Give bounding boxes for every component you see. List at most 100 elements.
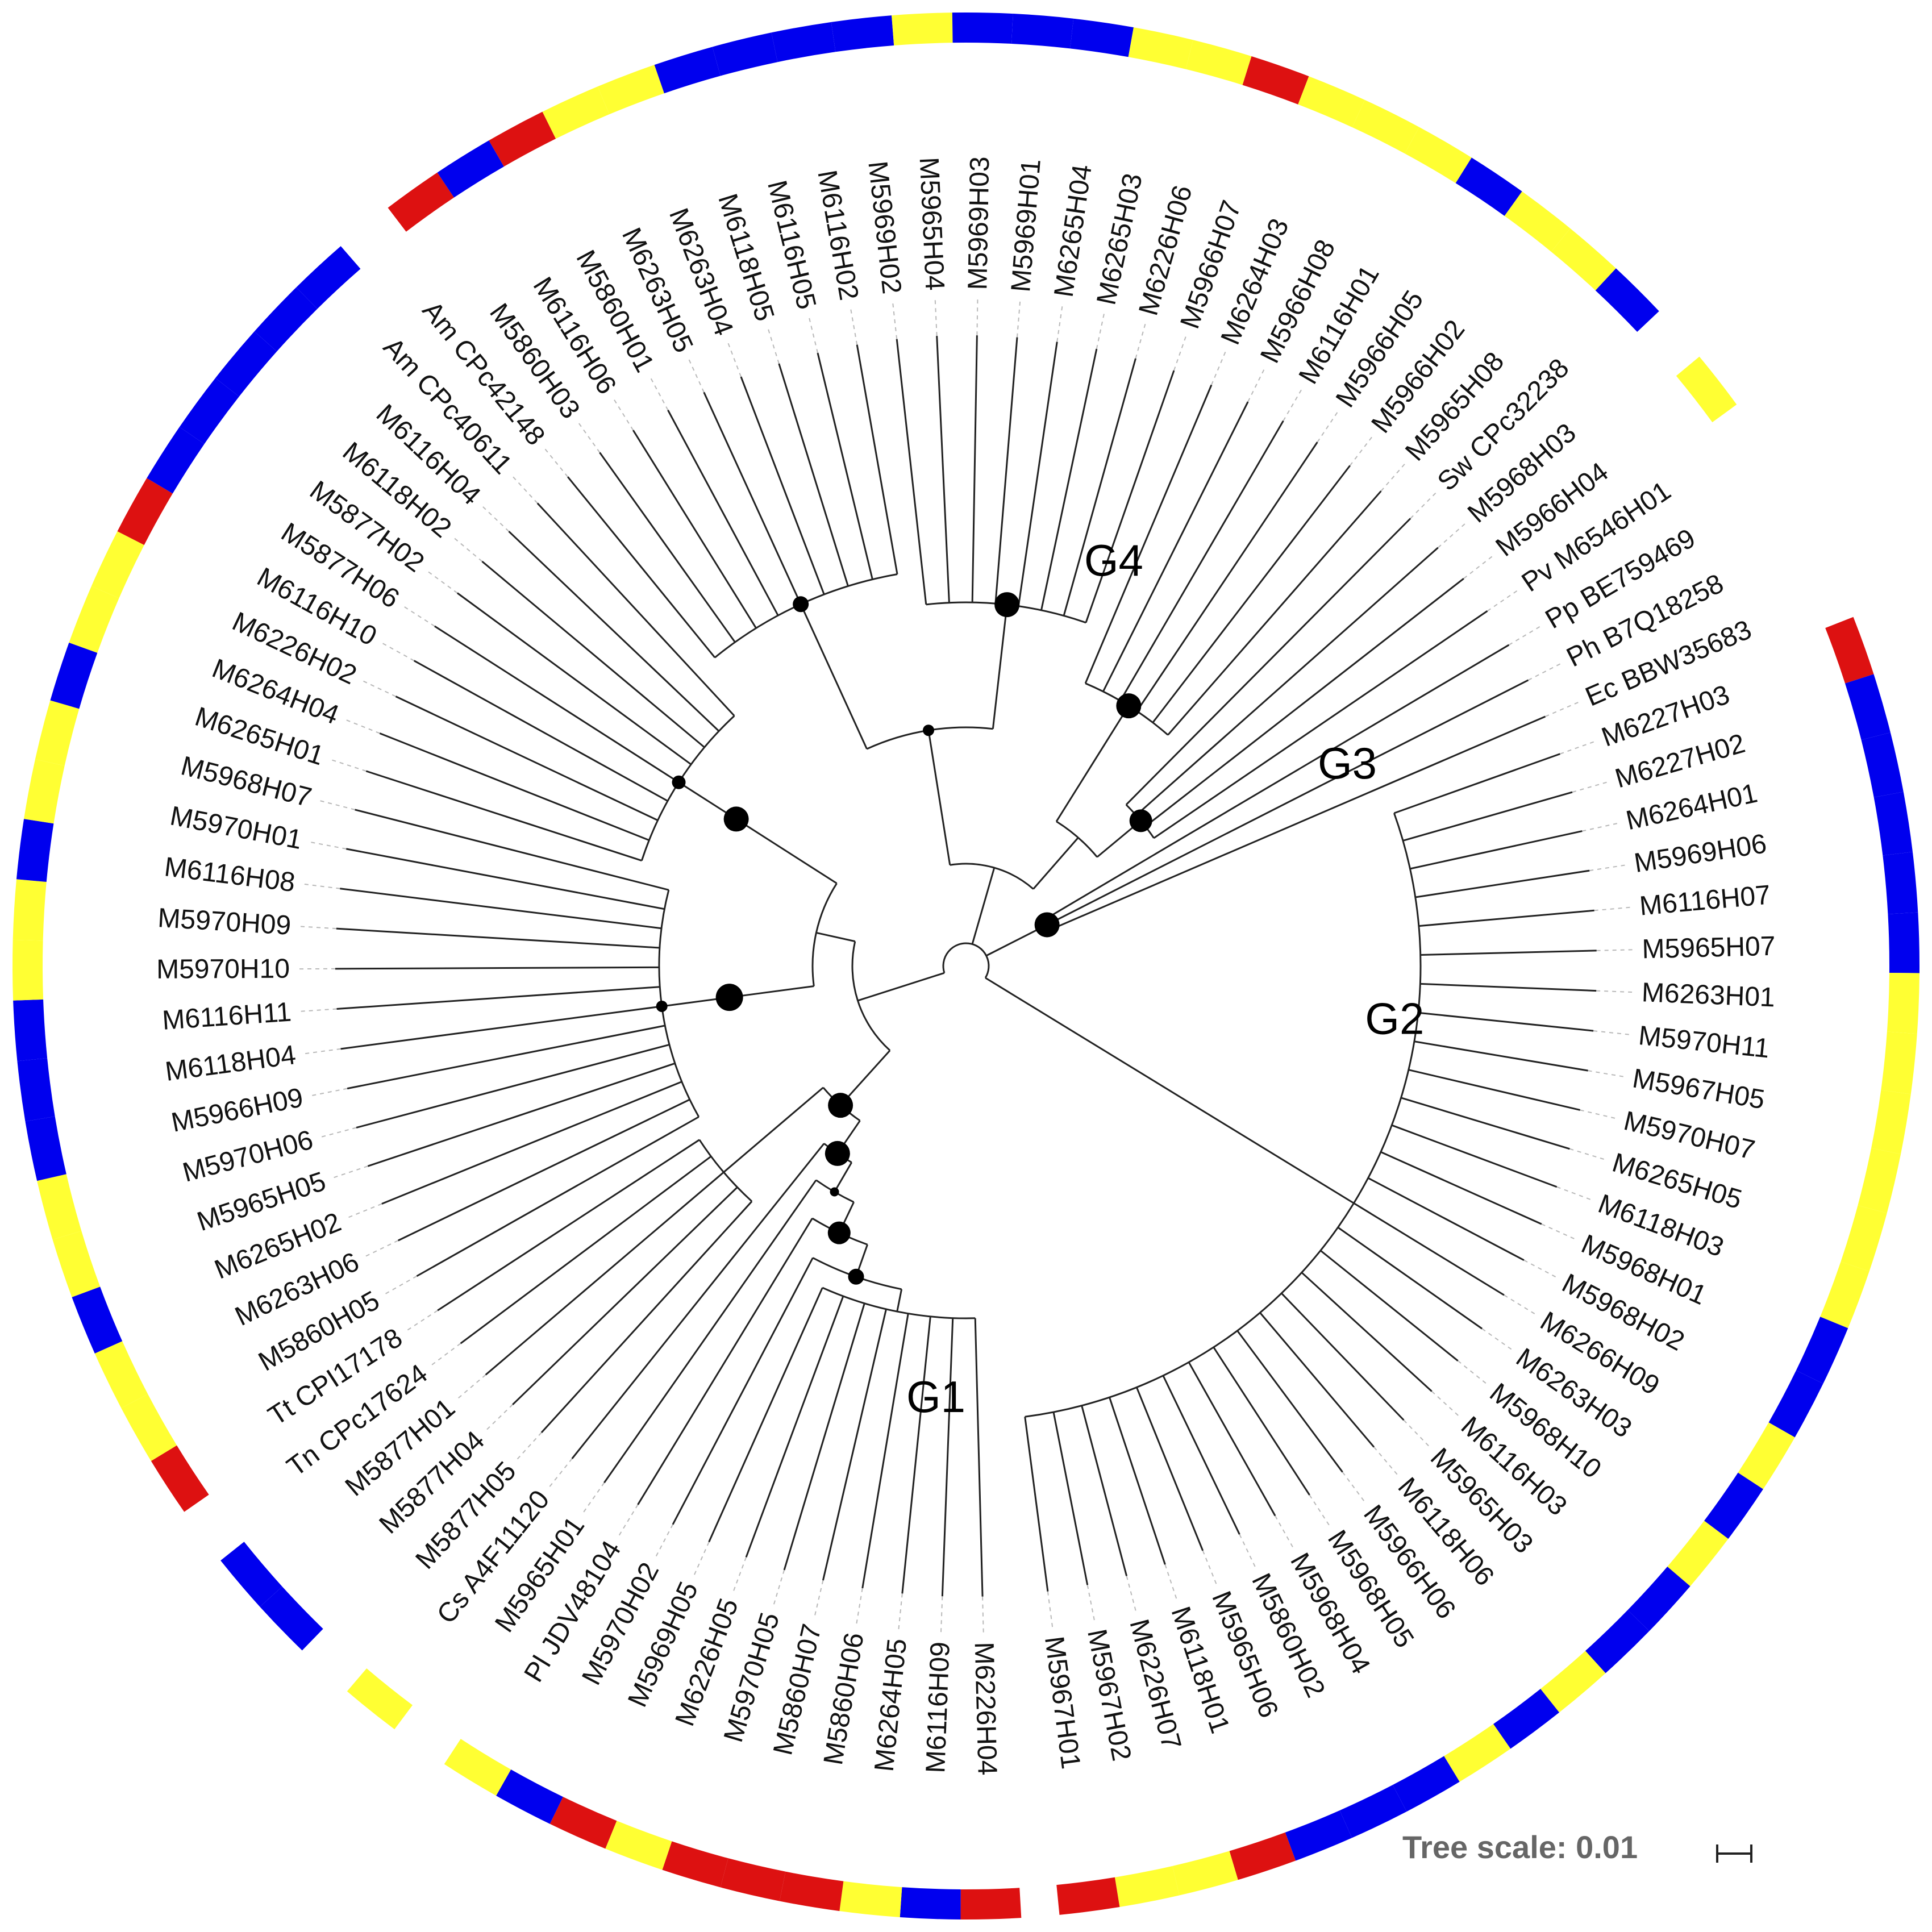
tree-branch (985, 977, 1355, 1204)
leaf-guide-line (457, 1374, 486, 1400)
color-strip-ring (13, 12, 1920, 1919)
leaf-label: M5969H02 (862, 160, 906, 295)
leaf-guide-line (649, 377, 669, 411)
leaf-guide-line (1594, 906, 1631, 911)
leaf-label: M5970H09 (157, 903, 292, 941)
ring-segment (1405, 127, 1472, 184)
ring-segment (952, 12, 1013, 44)
leaf-guide-line (1373, 1446, 1398, 1476)
tree-branch (1081, 1405, 1128, 1576)
bootstrap-node (828, 1093, 853, 1118)
leaf-label: M5969H03 (963, 156, 995, 290)
leaf-guide-line (1309, 1494, 1330, 1526)
ring-segment (1504, 191, 1571, 252)
leaf-guide-line (1239, 1534, 1256, 1568)
ring-segment (37, 1174, 82, 1240)
leaf-guide-line (1380, 463, 1406, 492)
tree-branch (1188, 1361, 1276, 1517)
tree-branch (1162, 1375, 1240, 1535)
ring-segment (1844, 674, 1891, 740)
ring-segment (900, 1887, 961, 1919)
tree-branch (1049, 715, 1546, 931)
tree-branch (936, 336, 950, 603)
tree-branch (927, 730, 951, 865)
leaf-guide-line (430, 1343, 461, 1366)
ring-segment (771, 22, 836, 63)
leaf-guide-line (767, 328, 780, 364)
leaf-guide-line (940, 1596, 943, 1634)
ring-segment (1172, 1851, 1238, 1896)
tree-branches (335, 335, 1597, 1597)
tree-branch (1046, 679, 1529, 926)
leaf-guide-line (1056, 305, 1063, 342)
clade-label: G1 (906, 1372, 965, 1422)
clade-labels: G1 G2 G3 G4 (906, 535, 1424, 1422)
ring-segment (444, 1739, 511, 1796)
ring-segment (13, 879, 47, 941)
ring-segment (147, 427, 205, 494)
tree-branch (456, 592, 692, 765)
bootstrap-node (994, 592, 1020, 618)
ring-segment (24, 759, 65, 824)
leaf-guide-line (1463, 555, 1493, 579)
tree-branch (723, 1086, 824, 1173)
leaf-guide-line (310, 841, 347, 850)
leaf-guide-line (808, 317, 818, 353)
ring-segment (1841, 1205, 1887, 1272)
tree-branch (346, 848, 665, 910)
tree-branch (896, 339, 927, 605)
tree-branch (512, 1186, 738, 1405)
tree-branch (740, 376, 825, 595)
tree-branch (672, 1257, 814, 1525)
bootstrap-nodes (656, 592, 1152, 1285)
ring-segment (1444, 1723, 1511, 1782)
leaf-label: M5965H07 (1642, 931, 1776, 965)
ring-segment (13, 999, 48, 1061)
ring-segment (1056, 1877, 1120, 1915)
leaf-guide-line (516, 1432, 542, 1460)
leaf-label: M6116H07 (1638, 880, 1772, 921)
ring-segment (1585, 1610, 1650, 1673)
tree-branch (1367, 1177, 1525, 1261)
tree-branch (1152, 465, 1351, 723)
ring-segment (654, 47, 721, 94)
ring-segment (1070, 18, 1134, 57)
bootstrap-node (827, 1221, 851, 1244)
ring-segment (1820, 1261, 1869, 1329)
leaf-guide-line (304, 1048, 341, 1055)
ring-segment (1540, 1651, 1606, 1713)
tree-branch (822, 1309, 887, 1581)
ring-segment (1873, 792, 1913, 856)
tree-branch (1410, 830, 1583, 870)
leaf-guide-line (320, 1127, 357, 1138)
ring-segment (1768, 1370, 1823, 1438)
tree-branch (1213, 1347, 1310, 1496)
tree-branch (994, 337, 1018, 604)
ring-segment (1858, 1148, 1901, 1214)
leaf-guide-line (618, 1504, 639, 1537)
leaf-guide-line (1349, 436, 1373, 466)
tree-branch (485, 1171, 724, 1376)
ring-segment (50, 642, 98, 709)
tree-branch (347, 1025, 665, 1090)
tree-branch (536, 502, 735, 717)
tree-branch (336, 927, 660, 949)
ring-segment (1242, 56, 1309, 105)
tree-branch (1024, 1417, 1049, 1592)
leaf-guide-line (1596, 949, 1634, 951)
ring-segment (13, 939, 44, 1001)
tree-branch (1319, 1250, 1459, 1361)
leaf-guide-line (1275, 1515, 1294, 1548)
tree-branch (861, 1313, 909, 1589)
leaf-label: M6116H08 (163, 852, 297, 898)
ring-segment (151, 1445, 209, 1512)
leaf-guide-line (1572, 781, 1608, 793)
tree-branch (992, 604, 1008, 729)
tree-branch (783, 1303, 865, 1571)
ring-segment (1887, 973, 1919, 1034)
leaf-guide-line (732, 1557, 747, 1592)
ring-segment (121, 1394, 177, 1462)
ring-segment (16, 819, 54, 882)
leaf-guide-line (1164, 1564, 1177, 1600)
